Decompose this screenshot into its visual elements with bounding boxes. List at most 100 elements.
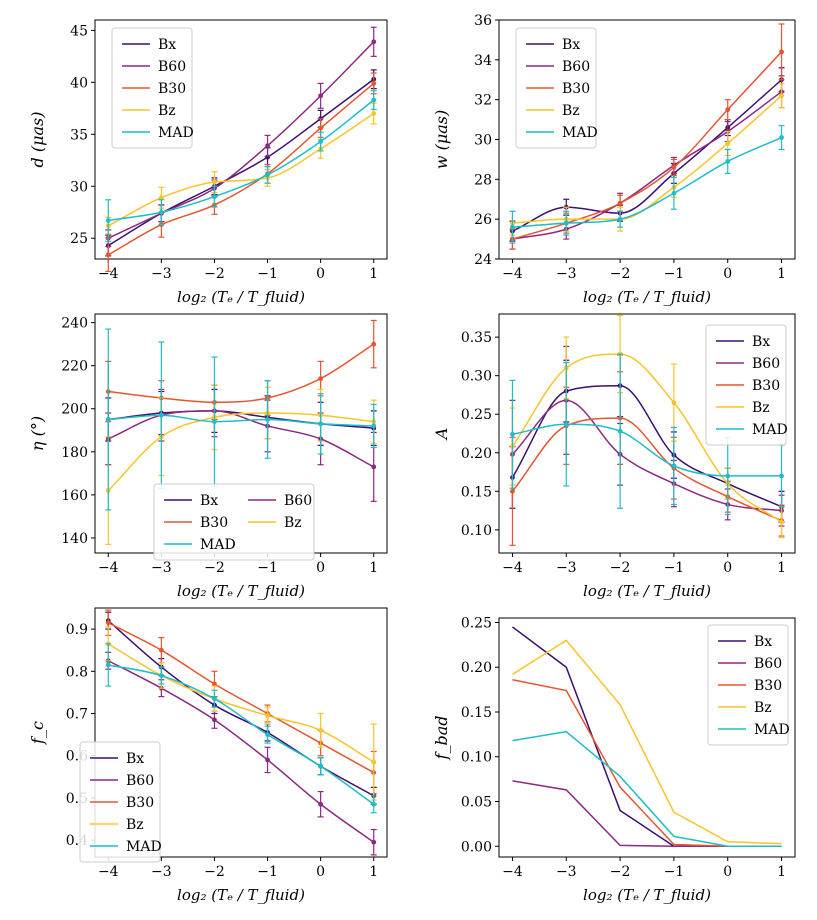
data-point (371, 839, 377, 845)
data-point (371, 801, 377, 807)
legend-box (515, 27, 597, 149)
data-point (725, 141, 731, 146)
legend-label-MAD: MAD (562, 125, 598, 141)
legend: Bx B60 B30 Bz MAD (153, 483, 315, 561)
y-tick-label: 0.8 (66, 664, 88, 680)
legend-label-MAD: MAD (158, 125, 194, 141)
series-line-MAD (512, 730, 782, 848)
data-point (371, 464, 377, 470)
legend-label-Bz: Bz (754, 700, 772, 716)
data-point (212, 419, 217, 425)
legend-label-Bz: Bz (158, 103, 176, 119)
x-axis-label: log₂ (Tₑ / T_fluid) (583, 288, 711, 306)
data-point (265, 732, 270, 738)
series-line-B60 (512, 780, 782, 848)
panel-w: −4 −3 −2 −1 0 1 24 26 28 30 32 34 36 log₂ (Tₑ / T_flu… (432, 13, 796, 306)
series-line-MAD (512, 136, 782, 228)
y-tick-label: 0.25 (461, 407, 492, 423)
data-point (671, 400, 677, 406)
data-point (105, 620, 111, 626)
x-tick-label: −4 (502, 864, 523, 880)
legend: Bx B60 B30 Bz MAD (79, 741, 162, 863)
x-tick-label: −3 (151, 864, 172, 880)
series-line-MAD (108, 99, 375, 222)
y-tick-label: 0.30 (461, 369, 492, 385)
series-MAD (105, 328, 377, 511)
y-tick-label: 0.10 (461, 750, 492, 766)
legend-label-B30: B30 (126, 795, 154, 811)
x-tick-label: 1 (777, 266, 786, 282)
x-tick-label: −4 (98, 266, 119, 282)
x-tick-label: −1 (257, 560, 278, 576)
y-tick-label: 200 (61, 402, 88, 418)
y-tick-label: 160 (61, 488, 88, 504)
data-point (265, 713, 270, 719)
x-tick-label: −4 (98, 864, 119, 880)
series-MAD (509, 353, 785, 516)
data-point (212, 194, 217, 200)
series-line-MAD (512, 423, 782, 477)
data-point (371, 759, 377, 765)
x-tick-label: 1 (369, 266, 378, 282)
series-MAD (105, 90, 377, 242)
y-tick-label: 140 (61, 531, 88, 547)
x-tick-label: 0 (316, 560, 325, 576)
y-tick-label: 28 (474, 172, 492, 188)
legend-label-B30: B30 (158, 81, 186, 97)
y-tick-label: 0.20 (461, 660, 492, 676)
y-tick-label: 180 (61, 445, 88, 461)
x-tick-label: −2 (610, 560, 631, 576)
data-point (105, 252, 111, 258)
data-point (779, 519, 784, 525)
y-tick-label: 45 (70, 23, 88, 39)
y-tick-label: 240 (61, 316, 88, 332)
x-tick-label: −2 (204, 560, 225, 576)
x-tick-label: 0 (723, 266, 732, 282)
x-tick-label: 0 (723, 864, 732, 880)
legend-label-Bx: Bx (754, 634, 772, 650)
y-tick-label: 0.35 (461, 330, 492, 346)
data-point (725, 473, 731, 479)
y-tick-label: 34 (474, 53, 492, 69)
data-point (510, 488, 515, 494)
series-line-Bz (512, 639, 782, 845)
series-line-MAD (108, 414, 374, 427)
data-point (158, 412, 164, 418)
data-point (563, 220, 569, 226)
legend-label-B60: B60 (562, 59, 590, 75)
data-point (779, 473, 784, 479)
y-axis-label: f_c (28, 721, 47, 745)
x-tick-label: −4 (502, 266, 523, 282)
y-tick-label: 0.15 (461, 705, 492, 721)
x-axis-label: log₂ (Tₑ / T_fluid) (177, 288, 305, 306)
legend-label-Bz: Bz (284, 515, 302, 531)
series-MAD (105, 643, 377, 814)
y-tick-label: 0.9 (66, 622, 88, 638)
legend: Bx B60 B30 Bz MAD (705, 324, 788, 446)
y-tick-label: 0.00 (461, 839, 492, 855)
x-tick-label: −1 (257, 864, 278, 880)
data-point (371, 80, 377, 86)
series-line-B30 (107, 82, 375, 256)
data-point (318, 421, 324, 427)
data-point (671, 463, 677, 469)
axes-frame (94, 607, 388, 858)
x-tick-label: −3 (151, 266, 172, 282)
legend-box (707, 624, 789, 746)
x-tick-label: −3 (556, 864, 577, 880)
series-line-B30 (108, 343, 375, 404)
data-point (318, 727, 324, 733)
data-point (371, 341, 377, 347)
series-line-Bz (107, 112, 375, 227)
x-tick-label: −2 (204, 864, 225, 880)
series-Bz (512, 639, 782, 845)
data-point (371, 39, 377, 45)
series-line-Bz (107, 412, 374, 492)
x-axis-label: log₂ (Tₑ / T_fluid) (583, 886, 711, 904)
legend-label-Bz: Bz (126, 817, 144, 833)
data-point (779, 49, 784, 55)
data-point (158, 647, 164, 653)
legend-label-Bx: Bx (200, 493, 218, 509)
legend-label-MAD: MAD (126, 839, 162, 855)
